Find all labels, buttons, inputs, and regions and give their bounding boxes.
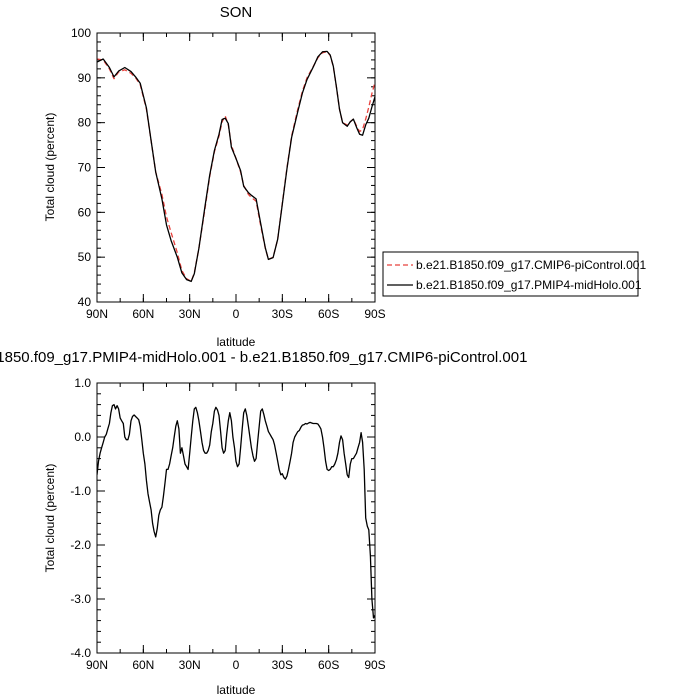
top-chart-y-tick-label: 70 — [78, 161, 92, 175]
bottom-chart-y-tick-label: -2.0 — [70, 538, 91, 552]
top-chart-x-tick-label: 30S — [272, 307, 293, 321]
top-chart-x-tick-label: 60N — [132, 307, 154, 321]
bottom-chart-x-tick-label: 90S — [364, 658, 385, 672]
top-chart-y-tick-label: 80 — [78, 116, 92, 130]
top-chart-x-axis-label: latitude — [217, 335, 256, 349]
legend-label-picontrol: b.e21.B1850.f09_g17.CMIP6-piControl.001 — [416, 258, 646, 272]
bottom-chart-x-tick-label: 60S — [318, 658, 339, 672]
top-chart-series-line-1 — [97, 50, 375, 283]
top-chart-y-tick-label: 60 — [78, 205, 92, 219]
top-chart-x-tick-label: 90S — [364, 307, 385, 321]
bottom-chart-x-tick-label: 0 — [233, 658, 240, 672]
top-chart-series-line-0 — [97, 51, 375, 283]
bottom-chart-y-axis-label: Total cloud (percent) — [43, 464, 57, 573]
top-chart-panel: SON 90N 60N 30N 0 30S 60S 90S 40 50 60 70 80 90 100 l… — [43, 4, 386, 349]
legend-box — [382, 251, 639, 297]
bottom-chart-y-tick-label: -1.0 — [70, 484, 91, 498]
bottom-chart-x-tick-label: 90N — [86, 658, 108, 672]
top-chart-x-tick-label: 90N — [86, 307, 108, 321]
top-chart-y-tick-label: 100 — [71, 26, 91, 40]
top-chart-plot-area: 90N 60N 30N 0 30S 60S 90S 40 50 60 70 80 90 100 — [71, 26, 386, 321]
top-chart-y-tick-label: 90 — [78, 71, 92, 85]
bottom-chart-x-tick-label: 30N — [179, 658, 201, 672]
top-chart-y-tick-label: 50 — [78, 250, 92, 264]
bottom-chart-frame — [96, 382, 376, 654]
bottom-chart-y-tick-label: -4.0 — [70, 646, 91, 660]
bottom-chart-x-tick-label: 60N — [132, 658, 154, 672]
bottom-chart-y-tick-label: 0.0 — [74, 430, 91, 444]
top-chart-x-tick-label: 60S — [318, 307, 339, 321]
legend: b.e21.B1850.f09_g17.CMIP6-piControl.001 … — [382, 251, 646, 297]
bottom-chart-x-axis-label: latitude — [217, 683, 256, 697]
top-chart-x-tick-label: 30N — [179, 307, 201, 321]
bottom-chart-title: b.e21.B1850.f09_g17.PMIP4-midHolo.001 - … — [0, 349, 527, 366]
bottom-chart-y-tick-label: 1.0 — [74, 376, 91, 390]
top-chart-x-tick-label: 0 — [233, 307, 240, 321]
bottom-chart-x-tick-label: 30S — [272, 658, 293, 672]
bottom-chart-y-tick-label: -3.0 — [70, 592, 91, 606]
top-chart-y-tick-label: 40 — [78, 295, 92, 309]
top-chart-frame — [96, 32, 376, 303]
bottom-chart-plot-area: 90N 60N 30N 0 30S 60S 90S -4.0 -3.0 -2.0 -1.0 0.0 1.… — [70, 376, 385, 672]
top-chart-title: SON — [220, 4, 253, 21]
top-chart-y-axis-label: Total cloud (percent) — [43, 113, 57, 222]
legend-label-midholo: b.e21.B1850.f09_g17.PMIP4-midHolo.001 — [416, 278, 642, 292]
bottom-chart-panel: b.e21.B1850.f09_g17.PMIP4-midHolo.001 - … — [0, 349, 527, 697]
bottom-chart-series-line-0 — [97, 403, 375, 619]
